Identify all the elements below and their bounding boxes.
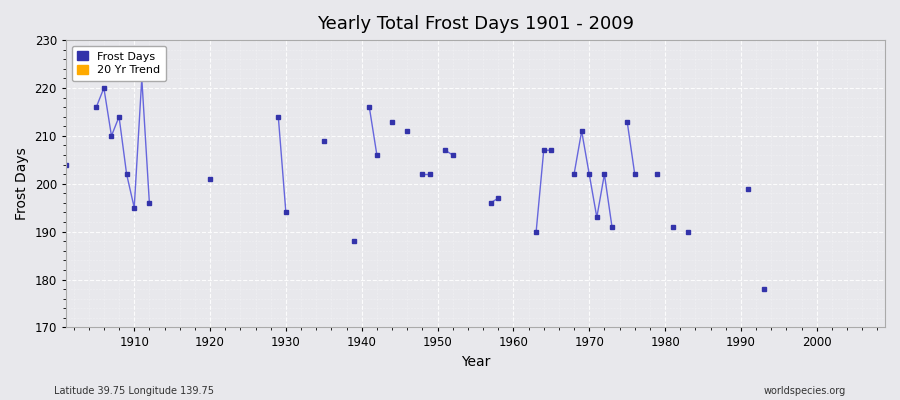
- Y-axis label: Frost Days: Frost Days: [15, 147, 29, 220]
- Text: worldspecies.org: worldspecies.org: [764, 386, 846, 396]
- Title: Yearly Total Frost Days 1901 - 2009: Yearly Total Frost Days 1901 - 2009: [317, 15, 634, 33]
- Legend: Frost Days, 20 Yr Trend: Frost Days, 20 Yr Trend: [71, 46, 166, 81]
- Text: Latitude 39.75 Longitude 139.75: Latitude 39.75 Longitude 139.75: [54, 386, 214, 396]
- X-axis label: Year: Year: [461, 355, 491, 369]
